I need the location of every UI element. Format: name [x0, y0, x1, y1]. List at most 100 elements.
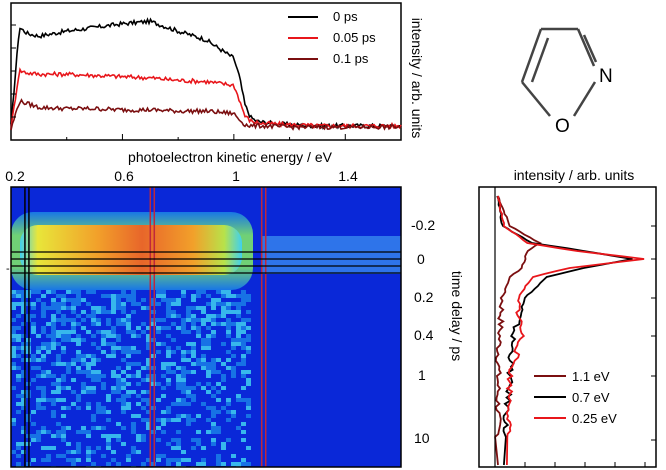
heatmap-cell [141, 322, 146, 326]
heatmap-cell [71, 310, 76, 314]
heatmap-cell [141, 418, 146, 422]
heatmap-cell [71, 330, 76, 334]
heatmap-cell [116, 294, 121, 298]
heatmap-cell [46, 290, 51, 294]
heatmap-cell [176, 462, 181, 466]
heatmap-cell [116, 438, 121, 442]
delay-axis-label: time delay / ps [449, 271, 465, 361]
heatmap-cell [61, 386, 66, 390]
heatmap-cell [76, 342, 81, 346]
heatmap-cell [66, 290, 71, 294]
x-tick-label-0.6: 0.6 [114, 168, 134, 184]
heatmap-cell [11, 350, 16, 354]
heatmap-cell [101, 410, 106, 414]
heatmap-cell [191, 446, 196, 450]
heatmap-cell [121, 402, 126, 406]
heatmap-cell [216, 370, 221, 374]
heatmap-cell [166, 378, 171, 382]
heatmap-cell [241, 386, 246, 390]
heatmap-cell [226, 306, 231, 310]
heatmap-cell [51, 382, 56, 386]
heatmap-cell [181, 382, 186, 386]
heatmap-cell [226, 358, 231, 362]
heatmap-cell [81, 326, 86, 330]
heatmap-cell [166, 462, 171, 466]
heatmap-cell [201, 310, 206, 314]
heatmap-cell [141, 378, 146, 382]
heatmap-cell [51, 302, 56, 306]
heatmap-cell [66, 442, 71, 446]
heatmap-cell [86, 354, 91, 358]
heatmap-cell [176, 430, 181, 434]
heatmap-cell [226, 322, 231, 326]
heatmap-cell [91, 374, 96, 378]
heatmap-cell [126, 314, 131, 318]
heatmap-cell [221, 310, 226, 314]
heatmap-cell [211, 430, 216, 434]
heatmap-cell [136, 350, 141, 354]
heatmap-cell [106, 438, 111, 442]
heatmap-cell [51, 314, 56, 318]
heatmap-cell [31, 422, 36, 426]
heatmap-cell [116, 298, 121, 302]
heatmap-cell [246, 298, 251, 302]
heatmap-cell [131, 426, 136, 430]
heatmap-cell [56, 342, 61, 346]
heatmap-cell [21, 426, 26, 430]
heatmap-cell [101, 338, 106, 342]
heatmap-cell [181, 398, 186, 402]
heatmap-cell [91, 450, 96, 454]
heatmap-cell [161, 386, 166, 390]
heatmap-cell [191, 322, 196, 326]
heatmap-cell [226, 330, 231, 334]
heatmap-cell [51, 390, 56, 394]
heatmap-cell [46, 446, 51, 450]
heatmap-cell [186, 370, 191, 374]
transient-line-0.7eV [496, 195, 633, 466]
heatmap-cell [11, 306, 16, 310]
heatmap-cell [56, 354, 61, 358]
heatmap-cell [206, 334, 211, 338]
heatmap-cell [241, 302, 246, 306]
heatmap-cell [36, 434, 41, 438]
heatmap-cell [246, 446, 251, 450]
heatmap-cell [11, 418, 16, 422]
heatmap-cell [46, 398, 51, 402]
heatmap-cell [36, 406, 41, 410]
heatmap-cell [16, 442, 21, 446]
heatmap-cell [221, 314, 226, 318]
heatmap-cell [116, 374, 121, 378]
heatmap-cell [146, 418, 151, 422]
heatmap-cell [61, 314, 66, 318]
heatmap-cell [211, 306, 216, 310]
spectrum-x-ticks [10, 24, 346, 140]
heatmap-cell [116, 346, 121, 350]
heatmap-cell [176, 398, 181, 402]
heatmap-cell [81, 358, 86, 362]
heatmap-cell [46, 374, 51, 378]
heatmap-cell [226, 334, 231, 338]
heatmap-cell [111, 458, 116, 462]
heatmap-cell [101, 374, 106, 378]
heatmap-cell [206, 382, 211, 386]
heatmap-cell [241, 458, 246, 462]
heatmap-cell [156, 438, 161, 442]
heatmap-cell [81, 298, 86, 302]
heatmap-cell [91, 314, 96, 318]
heatmap-cell [111, 326, 116, 330]
heatmap-cell [206, 294, 211, 298]
heatmap-cell [96, 330, 101, 334]
heatmap-cell [211, 318, 216, 322]
heatmap-cell [136, 438, 141, 442]
heatmap-cell [221, 294, 226, 298]
heatmap-cell [41, 346, 46, 350]
heatmap-cell [126, 394, 131, 398]
heatmap-cell [41, 354, 46, 358]
heatmap-cell [181, 290, 186, 294]
heatmap-cell [31, 458, 36, 462]
heatmap-cell [126, 322, 131, 326]
heatmap-cell [76, 398, 81, 402]
heatmap-cell [191, 354, 196, 358]
heatmap-cell [61, 346, 66, 350]
